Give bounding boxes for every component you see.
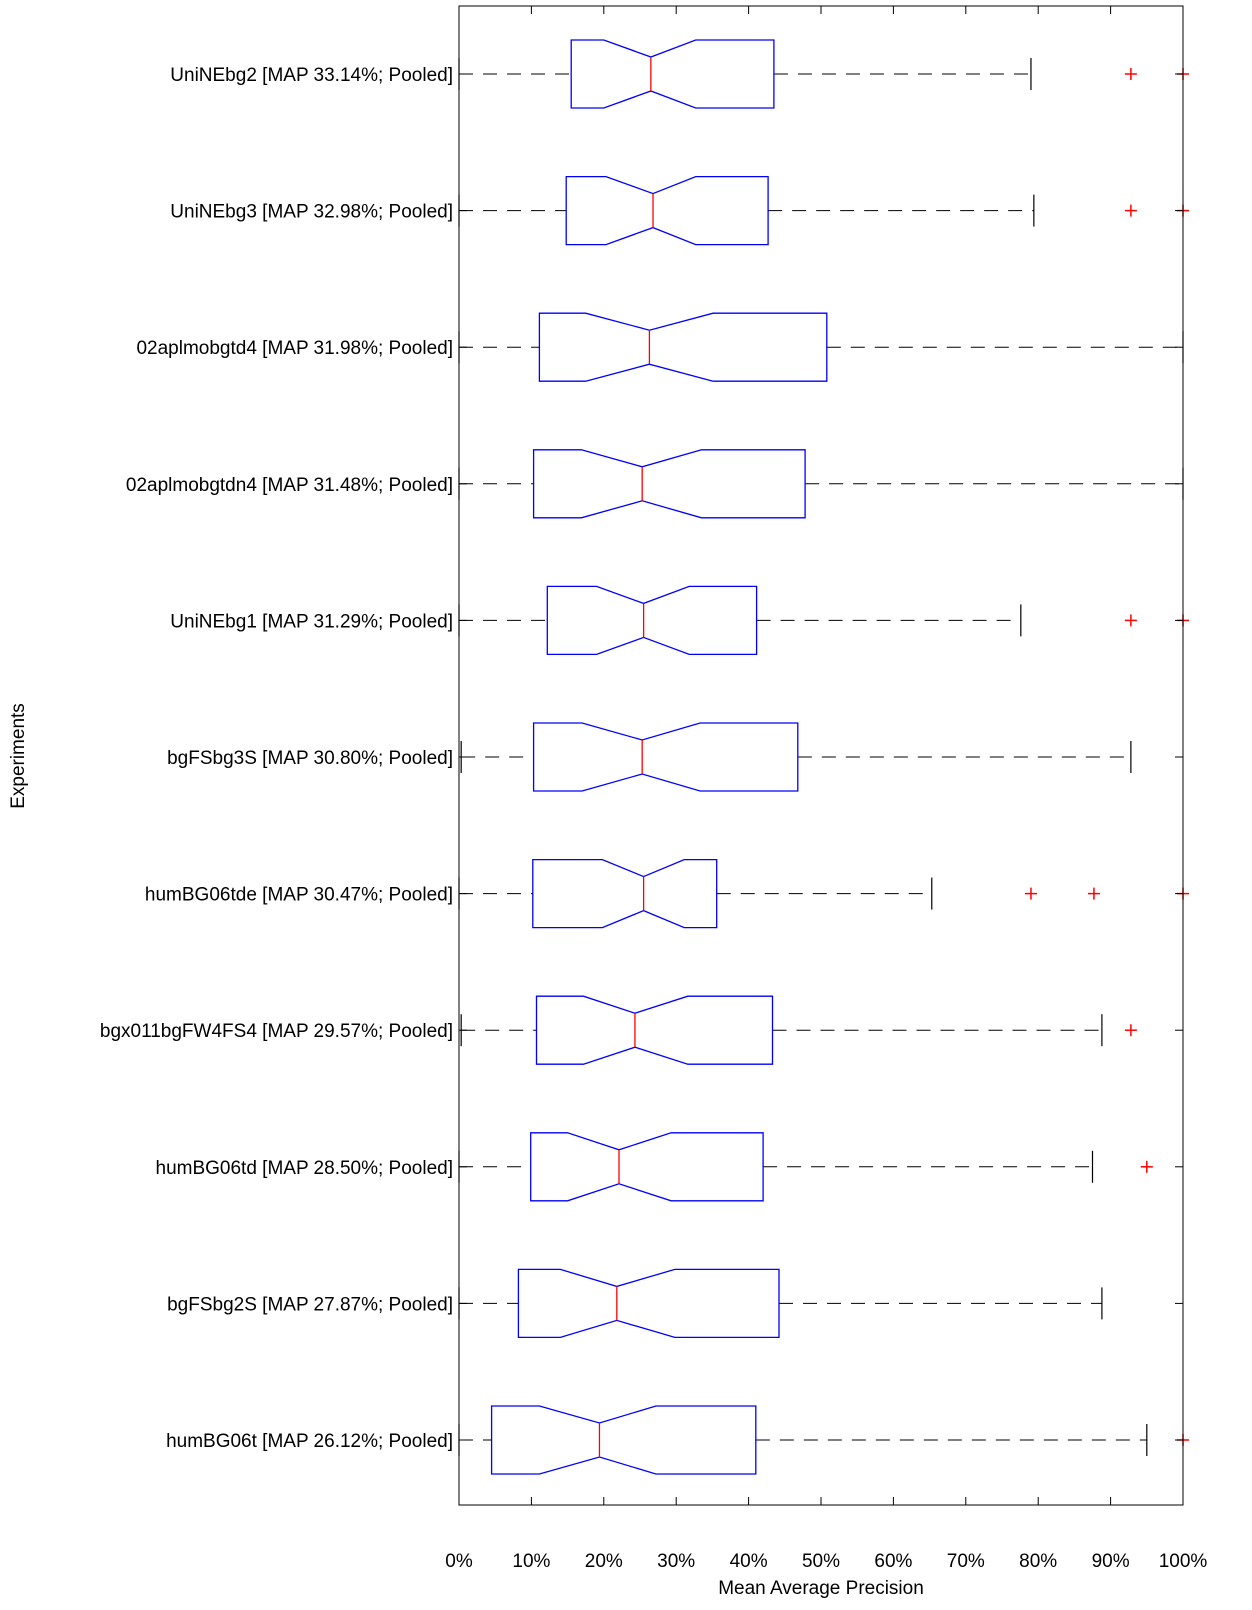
notched-box: [530, 1132, 764, 1202]
notched-box: [535, 995, 774, 1065]
notched-box: [546, 585, 758, 656]
notched-box: [490, 1405, 757, 1475]
category-label: 02aplmobgtdn4 [MAP 31.48%; Pooled]: [126, 475, 453, 496]
outlier-marker: [1124, 614, 1137, 627]
axis-tick-marks: [458, 6, 1184, 1505]
notched-box: [570, 39, 775, 109]
outlier-marker: [1140, 1160, 1153, 1173]
category-label: UniNEbg3 [MAP 32.98%; Pooled]: [170, 202, 453, 223]
x-tick-label: 70%: [947, 1551, 985, 1572]
category-label: 02aplmobgtd4 [MAP 31.98%; Pooled]: [136, 338, 453, 359]
x-tick-label: 10%: [512, 1551, 550, 1572]
x-tick-label: 30%: [657, 1551, 695, 1572]
x-axis-label: Mean Average Precision: [718, 1578, 924, 1599]
category-label: humBG06td [MAP 28.50%; Pooled]: [156, 1158, 454, 1179]
category-label: bgx011bgFW4FS4 [MAP 29.57%; Pooled]: [100, 1021, 453, 1042]
y-axis-label: Experiments: [8, 703, 29, 809]
category-label: humBG06tde [MAP 30.47%; Pooled]: [145, 885, 453, 906]
x-axis-tick-labels: 0% 10% 20% 30% 40% 50% 60% 70% 80% 90% 100%: [445, 1551, 1207, 1572]
notched-box: [517, 1268, 780, 1339]
notched-box: [532, 722, 799, 792]
category-label: UniNEbg1 [MAP 31.29%; Pooled]: [170, 611, 453, 632]
x-tick-label: 90%: [1092, 1551, 1130, 1572]
category-label: UniNEbg2 [MAP 33.14%; Pooled]: [170, 65, 453, 86]
category-label: humBG06t [MAP 26.12%; Pooled]: [166, 1431, 453, 1452]
notched-box: [538, 312, 828, 382]
x-tick-label: 60%: [874, 1551, 912, 1572]
x-tick-label: 100%: [1159, 1551, 1208, 1572]
notched-box: [532, 449, 806, 519]
x-tick-label: 20%: [585, 1551, 623, 1572]
notched-box: [565, 175, 769, 246]
category-label: bgFSbg3S [MAP 30.80%; Pooled]: [167, 748, 453, 769]
y-axis-tick-labels: UniNEbg2 [MAP 33.14%; Pooled] UniNEbg3 [M…: [100, 65, 453, 1452]
plot-marks: [458, 39, 1189, 1475]
x-tick-label: 40%: [730, 1551, 768, 1572]
outlier-marker: [1124, 1024, 1137, 1037]
box-group: [460, 995, 1137, 1065]
x-tick-label: 80%: [1019, 1551, 1057, 1572]
outlier-marker: [1024, 887, 1037, 900]
category-label: bgFSbg2S [MAP 27.87%; Pooled]: [167, 1294, 453, 1315]
notched-box: [532, 858, 718, 929]
outlier-marker: [1124, 204, 1137, 217]
x-tick-label: 0%: [445, 1551, 473, 1572]
x-tick-label: 50%: [802, 1551, 840, 1572]
outlier-marker: [1087, 887, 1100, 900]
outlier-marker: [1124, 68, 1137, 80]
